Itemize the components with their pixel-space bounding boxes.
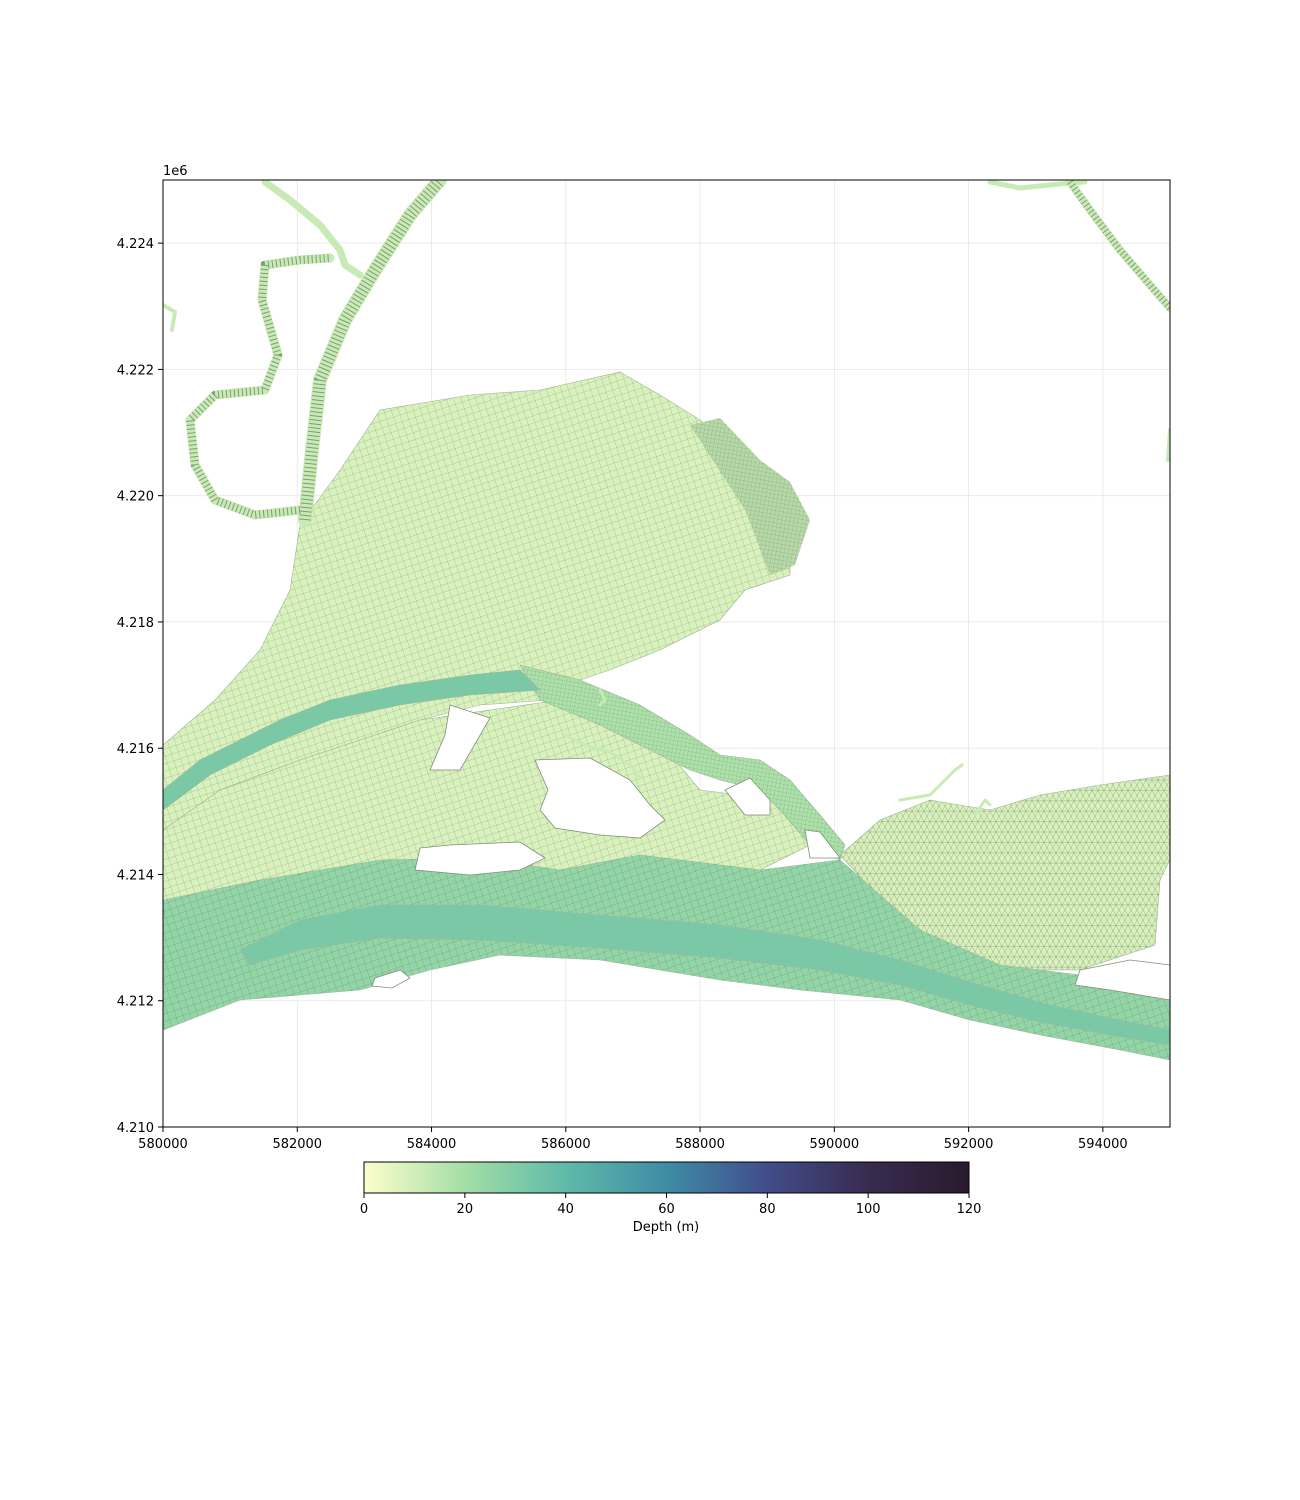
colorbar-gradient-bar	[363, 1161, 970, 1194]
x-tick-label: 580000	[138, 1137, 188, 1152]
island-east-bend	[804, 829, 841, 859]
colorbar-tick-label: 0	[360, 1202, 368, 1217]
x-tick-label: 592000	[944, 1137, 994, 1152]
y-tick-label: 4.220	[117, 490, 154, 505]
x-tick-label: 588000	[675, 1137, 725, 1152]
x-tick-label: 594000	[1078, 1137, 1128, 1152]
x-tick-label: 590000	[810, 1137, 860, 1152]
y-tick-label: 4.224	[117, 237, 154, 252]
y-tick-label: 4.222	[117, 363, 154, 378]
island-far-east	[1074, 959, 1170, 1001]
x-tick-label: 586000	[541, 1137, 591, 1152]
y-tick-label: 4.216	[117, 742, 154, 757]
island-mid-east	[724, 777, 771, 816]
colorbar-tick-label: 60	[658, 1202, 675, 1217]
island-west	[429, 704, 491, 771]
colorbar-tick-label: 20	[457, 1202, 474, 1217]
colorbar-tick-label: 80	[759, 1202, 776, 1217]
x-tick-label: 584000	[407, 1137, 457, 1152]
deep-reach-region	[239, 904, 1170, 1046]
y-offset-label: 1e6	[163, 164, 188, 179]
colorbar-tick-label: 100	[856, 1202, 881, 1217]
upper-channel-region	[163, 664, 846, 861]
y-tick-label: 4.212	[117, 995, 154, 1010]
colorbar-ticks: 0 20 40 60 80 100 120	[360, 1193, 982, 1217]
x-axis-ticks: 580000 582000 584000 586000 588000 590000 5920…	[138, 1127, 1128, 1152]
island-small	[371, 969, 411, 989]
x-tick-label: 582000	[272, 1137, 322, 1152]
east-shoal-region	[839, 774, 1170, 971]
mesh-regions	[163, 180, 1170, 1061]
island-south	[414, 841, 546, 876]
colorbar-tick-label: 40	[557, 1202, 574, 1217]
axes-frame	[162, 179, 1171, 1128]
y-tick-label: 4.218	[117, 616, 154, 631]
y-tick-label: 4.214	[117, 868, 154, 883]
river-mesh	[185, 180, 1170, 521]
y-tick-label: 4.210	[117, 1121, 154, 1136]
island-north-west	[534, 757, 666, 839]
islands	[371, 704, 1170, 1001]
map-axes: 580000 582000 584000 586000 588000 590000 5920…	[117, 164, 1171, 1152]
colorbar-tick-label: 120	[957, 1202, 982, 1217]
colorbar: 0 20 40 60 80 100 120 Depth (m)	[360, 1161, 982, 1235]
y-axis-ticks: 4.210 4.212 4.214 4.216 4.218 4.220 4.222 4.224	[117, 237, 163, 1136]
colorbar-label: Depth (m)	[633, 1220, 700, 1235]
